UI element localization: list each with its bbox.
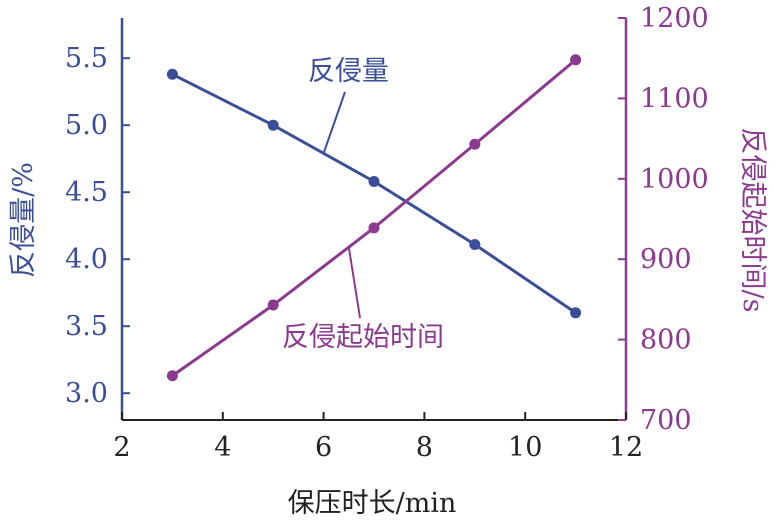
y-left-tick-label: 4.0: [65, 244, 108, 275]
series-point-2: [166, 370, 178, 382]
chart-series: [166, 54, 582, 382]
series-point-2: [469, 138, 481, 150]
x-tick-label: 8: [416, 432, 433, 463]
series-label-leader-2: [347, 246, 361, 319]
y-left-tick-label: 5.0: [65, 110, 108, 141]
x-tick-label: 10: [508, 432, 542, 463]
series-point-1: [570, 307, 582, 319]
y-left-tick-label: 3.0: [65, 378, 108, 409]
series-point-2: [570, 54, 582, 66]
x-tick-label: 2: [113, 432, 130, 463]
series-label-backflow-amount: 反侵量: [308, 56, 389, 87]
x-axis-title: 保压时长/min: [288, 488, 457, 519]
y-right-tick-label: 900: [640, 244, 692, 275]
y-axis-left-title: 反侵量/%: [8, 162, 39, 278]
series-point-2: [267, 299, 279, 311]
y-right-tick-label: 1000: [640, 164, 709, 195]
x-tick-label: 4: [214, 432, 231, 463]
series-point-1: [469, 238, 481, 250]
series-point-1: [267, 119, 279, 131]
series-point-1: [368, 175, 380, 187]
x-tick-label: 12: [609, 432, 643, 463]
chart-axes: 2 4 6 8 10 12 3.0 3.5 4.0 4.5 5.0 5.5 700 800 900 1000 1…: [65, 3, 709, 463]
y-right-tick-label: 1200: [640, 3, 709, 34]
y-right-tick-label: 1100: [640, 83, 709, 114]
y-left-tick-label: 4.5: [65, 177, 108, 208]
x-tick-label: 6: [315, 432, 332, 463]
y-axis-right-title: 反侵起始时间/s: [737, 128, 768, 313]
y-right-tick-label: 700: [640, 405, 692, 436]
y-left-tick-label: 3.5: [65, 311, 108, 342]
series-point-1: [166, 68, 178, 80]
y-right-tick-label: 800: [640, 325, 692, 356]
series-point-2: [368, 222, 380, 234]
chart-labels: 保压时长/min 反侵量/% 反侵起始时间/s 反侵量 反侵起始时间: [8, 56, 768, 519]
series-label-leader-1: [322, 91, 346, 154]
y-left-tick-label: 5.5: [65, 43, 108, 74]
series-label-backflow-start-time: 反侵起始时间: [282, 322, 444, 353]
